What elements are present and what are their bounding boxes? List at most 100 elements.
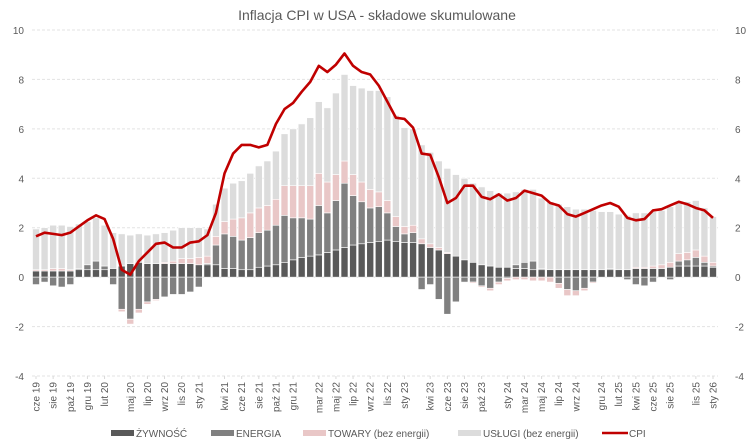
legend-label: ENERGIA bbox=[236, 429, 281, 440]
x-tick-label: lip 22 bbox=[349, 382, 360, 406]
bar-segment-żywność bbox=[512, 268, 520, 278]
bar-segment-energia bbox=[160, 276, 169, 298]
bar-segment-usługi-bez-energii bbox=[32, 228, 40, 271]
bar-segment-energia bbox=[486, 276, 494, 289]
bar-segment-usługi-bez-energii bbox=[349, 85, 357, 175]
bar-segment-energia bbox=[306, 218, 315, 257]
bar-segment-żywność bbox=[477, 264, 486, 278]
bar-segment-usługi-bez-energii bbox=[57, 224, 66, 269]
bar-segment-towary-bez-energii bbox=[306, 185, 315, 220]
bar-segment-towary-bez-energii bbox=[572, 290, 580, 296]
bar-segment-energia bbox=[666, 276, 674, 280]
bar-segment-towary-bez-energii bbox=[649, 265, 657, 269]
bar-segment-żywność bbox=[503, 266, 512, 278]
x-tick-label: lut 25 bbox=[614, 382, 625, 407]
y-tick-label: -4 bbox=[735, 372, 744, 383]
bar-segment-usługi-bez-energii bbox=[486, 190, 494, 267]
legend-item: USŁUGI (bez energii) bbox=[458, 429, 579, 440]
bar-segment-energia bbox=[700, 262, 709, 267]
bar-segment-towary-bez-energii bbox=[237, 217, 246, 241]
bar-segment-usługi-bez-energii bbox=[237, 180, 246, 219]
bar-segment-energia bbox=[32, 276, 40, 285]
bar-segment-usługi-bez-energii bbox=[66, 226, 75, 271]
x-tick-label: wrz 22 bbox=[366, 382, 377, 413]
bar-segment-towary-bez-energii bbox=[469, 281, 477, 284]
bar-segment-towary-bez-energii bbox=[289, 185, 297, 219]
x-tick-label: sty 21 bbox=[194, 382, 205, 409]
bar-segment-usługi-bez-energii bbox=[597, 211, 606, 271]
bar-segment-energia bbox=[674, 260, 683, 267]
bar-segment-żywność bbox=[666, 266, 674, 278]
bar-segment-żywność bbox=[674, 265, 683, 278]
bar-segment-usługi-bez-energii bbox=[692, 200, 700, 251]
bar-segment-żywność bbox=[349, 244, 357, 278]
bar-segment-towary-bez-energii bbox=[186, 258, 195, 264]
bar-segment-towary-bez-energii bbox=[692, 249, 700, 258]
bar-segment-usługi-bez-energii bbox=[383, 96, 392, 201]
bar-segment-towary-bez-energii bbox=[57, 268, 66, 272]
bar-segment-żywność bbox=[152, 263, 160, 278]
bar-segment-towary-bez-energii bbox=[657, 264, 666, 269]
x-tick-label: lip 24 bbox=[554, 382, 565, 406]
bar-segment-towary-bez-energii bbox=[152, 299, 160, 301]
bar-segment-usługi-bez-energii bbox=[409, 128, 417, 226]
bar-segment-energia bbox=[229, 236, 237, 269]
bar-segment-towary-bez-energii bbox=[297, 185, 306, 219]
bar-segment-żywność bbox=[280, 262, 289, 278]
bar-segment-żywność bbox=[237, 269, 246, 278]
bar-segment-żywność bbox=[323, 252, 332, 278]
bar-segment-usługi-bez-energii bbox=[700, 207, 709, 257]
bar-segment-żywność bbox=[272, 264, 280, 278]
bar-segment-energia bbox=[152, 276, 160, 300]
bar-segment-usługi-bez-energii bbox=[674, 201, 683, 254]
x-tick-label: sie 19 bbox=[49, 382, 60, 409]
bar-segment-energia bbox=[554, 276, 563, 284]
bar-segment-żywność bbox=[57, 270, 66, 278]
bar-segment-usługi-bez-energii bbox=[392, 114, 400, 217]
bar-segment-energia bbox=[563, 276, 572, 290]
bar-segment-żywność bbox=[332, 249, 340, 278]
bar-segment-żywność bbox=[160, 263, 169, 278]
bar-segment-towary-bez-energii bbox=[512, 276, 520, 280]
bar-segment-usługi-bez-energii bbox=[572, 208, 580, 271]
x-tick-label: paź 21 bbox=[271, 382, 282, 412]
legend-item: ENERGIA bbox=[211, 429, 281, 440]
bar-segment-towary-bez-energii bbox=[246, 212, 255, 238]
bar-segment-usługi-bez-energii bbox=[649, 211, 657, 267]
bar-segment-żywność bbox=[554, 269, 563, 278]
y-tick-label: -2 bbox=[15, 323, 24, 334]
bar-segment-usługi-bez-energii bbox=[220, 187, 229, 222]
bar-segment-towary-bez-energii bbox=[503, 278, 512, 282]
bar-segment-energia bbox=[477, 276, 486, 287]
bar-segment-energia bbox=[374, 206, 383, 242]
bar-segment-żywność bbox=[443, 253, 452, 278]
x-tick-label: kwi 23 bbox=[426, 382, 437, 411]
bar-segment-żywność bbox=[177, 263, 186, 278]
bar-segment-towary-bez-energii bbox=[400, 226, 409, 235]
bar-segment-żywność bbox=[434, 249, 443, 278]
bar-segment-żywność bbox=[383, 239, 392, 278]
bar-segment-energia bbox=[623, 276, 632, 280]
bar-segment-energia bbox=[169, 276, 177, 295]
x-axis: cze 19 sie 19 paź 19 gru 19 lut 20 maj 20 lip … bbox=[32, 376, 720, 413]
bars bbox=[32, 74, 717, 325]
bar-segment-usługi-bez-energii bbox=[666, 206, 674, 263]
bar-segment-towary-bez-energii bbox=[220, 221, 229, 235]
bar-segment-towary-bez-energii bbox=[383, 200, 392, 214]
bar-segment-żywność bbox=[357, 243, 366, 278]
bar-segment-energia bbox=[683, 259, 692, 267]
bar-segment-usługi-bez-energii bbox=[323, 107, 332, 183]
bar-segment-energia bbox=[126, 276, 135, 320]
bar-segment-energia bbox=[49, 276, 57, 287]
bar-segment-żywność bbox=[83, 269, 92, 278]
legend-item: TOWARY (bez energii) bbox=[303, 429, 429, 440]
bar-segment-żywność bbox=[212, 264, 220, 278]
bar-segment-usługi-bez-energii bbox=[49, 224, 57, 269]
legend: ŻYWNOŚĆ ENERGIA TOWARY (bez energii) USŁUGI… bbox=[111, 427, 646, 440]
bar-segment-towary-bez-energii bbox=[315, 173, 323, 206]
bar-segment-usługi-bez-energii bbox=[332, 92, 340, 175]
bar-segment-energia bbox=[357, 201, 366, 245]
bar-segment-towary-bez-energii bbox=[280, 185, 289, 216]
bar-segment-energia bbox=[109, 276, 117, 285]
